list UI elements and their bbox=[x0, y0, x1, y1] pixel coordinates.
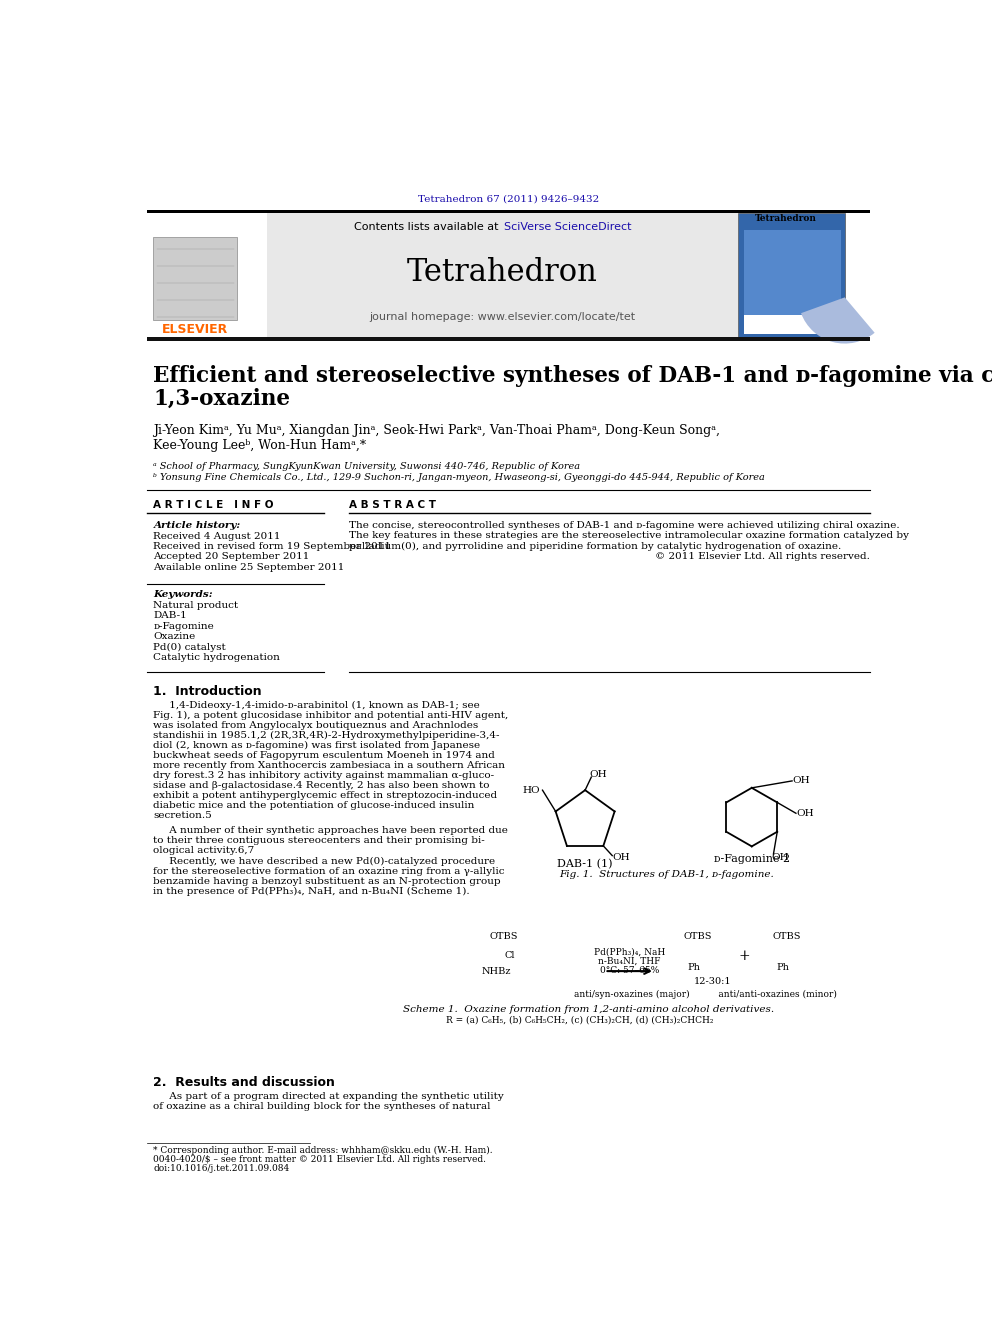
Text: Fig. 1.  Structures of DAB-1, ᴅ-fagomine.: Fig. 1. Structures of DAB-1, ᴅ-fagomine. bbox=[559, 871, 774, 880]
Bar bbox=[149, 213, 268, 337]
Text: ological activity.6,7: ological activity.6,7 bbox=[154, 845, 255, 855]
Text: Natural product: Natural product bbox=[154, 601, 238, 610]
Text: sidase and β-galactosidase.4 Recently, 2 has also been shown to: sidase and β-galactosidase.4 Recently, 2… bbox=[154, 781, 490, 790]
Bar bbox=[738, 213, 845, 337]
Bar bbox=[744, 230, 841, 315]
Text: buckwheat seeds of Fagopyrum esculentum Moeneh in 1974 and: buckwheat seeds of Fagopyrum esculentum … bbox=[154, 751, 495, 759]
Wedge shape bbox=[802, 298, 875, 344]
Text: Efficient and stereoselective syntheses of DAB-1 and ᴅ-fagomine via chiral: Efficient and stereoselective syntheses … bbox=[154, 365, 992, 386]
Text: in the presence of Pd(PPh₃)₄, NaH, and n-Bu₄NI (Scheme 1).: in the presence of Pd(PPh₃)₄, NaH, and n… bbox=[154, 888, 470, 897]
Text: A R T I C L E   I N F O: A R T I C L E I N F O bbox=[154, 500, 274, 511]
Bar bbox=[147, 210, 870, 213]
Text: Article history:: Article history: bbox=[154, 521, 241, 529]
Bar bbox=[268, 213, 738, 337]
Text: anti/syn-oxazines (major)          anti/anti-oxazines (minor): anti/syn-oxazines (major) anti/anti-oxaz… bbox=[573, 990, 836, 999]
Text: diabetic mice and the potentiation of glucose-induced insulin: diabetic mice and the potentiation of gl… bbox=[154, 800, 475, 810]
Text: 2.  Results and discussion: 2. Results and discussion bbox=[154, 1076, 335, 1089]
Text: +: + bbox=[738, 949, 750, 963]
Text: Received 4 August 2011: Received 4 August 2011 bbox=[154, 532, 281, 541]
Bar bbox=[147, 336, 870, 341]
Text: Tetrahedron: Tetrahedron bbox=[407, 257, 597, 288]
Text: Ph: Ph bbox=[687, 963, 700, 972]
Bar bbox=[154, 237, 237, 320]
Text: dry forest.3 2 has inhibitory activity against mammalian α-gluco-: dry forest.3 2 has inhibitory activity a… bbox=[154, 771, 495, 781]
Bar bbox=[744, 315, 841, 335]
Text: ᵃ School of Pharmacy, SungKyunKwan University, Suwonsi 440-746, Republic of Kore: ᵃ School of Pharmacy, SungKyunKwan Unive… bbox=[154, 462, 580, 471]
Text: 0°C: 57–65%: 0°C: 57–65% bbox=[599, 966, 659, 975]
Text: OH: OH bbox=[612, 853, 630, 863]
Text: diol (2, known as ᴅ-fagomine) was first isolated from Japanese: diol (2, known as ᴅ-fagomine) was first … bbox=[154, 741, 480, 750]
Text: Pd(0) catalyst: Pd(0) catalyst bbox=[154, 643, 226, 651]
Text: SciVerse ScienceDirect: SciVerse ScienceDirect bbox=[504, 221, 631, 232]
Text: OH: OH bbox=[797, 808, 814, 818]
Text: 12-30:1: 12-30:1 bbox=[694, 976, 732, 986]
Text: standishii in 1985.1,2 (2R,3R,4R)-2-Hydroxymethylpiperidine-3,4-: standishii in 1985.1,2 (2R,3R,4R)-2-Hydr… bbox=[154, 730, 500, 740]
Text: A B S T R A C T: A B S T R A C T bbox=[349, 500, 435, 511]
Text: * Corresponding author. E-mail address: whhham@skku.edu (W.-H. Ham).: * Corresponding author. E-mail address: … bbox=[154, 1146, 493, 1155]
Text: Recently, we have described a new Pd(0)-catalyzed procedure: Recently, we have described a new Pd(0)-… bbox=[154, 857, 496, 867]
Text: Received in revised form 19 September 2011: Received in revised form 19 September 20… bbox=[154, 542, 392, 550]
Text: Pd(PPh₃)₄, NaH: Pd(PPh₃)₄, NaH bbox=[593, 947, 665, 957]
Text: palladium(0), and pyrrolidine and piperidine formation by catalytic hydrogenatio: palladium(0), and pyrrolidine and piperi… bbox=[349, 541, 841, 550]
Text: for the stereoselective formation of an oxazine ring from a γ-allylic: for the stereoselective formation of an … bbox=[154, 868, 505, 876]
Text: Tetrahedron: Tetrahedron bbox=[755, 214, 816, 224]
Text: Catalytic hydrogenation: Catalytic hydrogenation bbox=[154, 652, 281, 662]
Text: Oxazine: Oxazine bbox=[154, 632, 195, 642]
Text: Tetrahedron 67 (2011) 9426–9432: Tetrahedron 67 (2011) 9426–9432 bbox=[418, 194, 599, 204]
Text: ᴅ-Fagomine: ᴅ-Fagomine bbox=[154, 622, 214, 631]
Text: OH: OH bbox=[589, 770, 607, 779]
Text: HO: HO bbox=[522, 786, 540, 795]
Text: Ph: Ph bbox=[777, 963, 790, 972]
Text: © 2011 Elsevier Ltd. All rights reserved.: © 2011 Elsevier Ltd. All rights reserved… bbox=[655, 552, 870, 561]
Text: R = (a) C₆H₅, (b) C₆H₅CH₂, (c) (CH₃)₂CH, (d) (CH₃)₂CHCH₂: R = (a) C₆H₅, (b) C₆H₅CH₂, (c) (CH₃)₂CH,… bbox=[445, 1015, 713, 1024]
Text: 0040-4020/$ – see front matter © 2011 Elsevier Ltd. All rights reserved.: 0040-4020/$ – see front matter © 2011 El… bbox=[154, 1155, 486, 1164]
Text: Cl: Cl bbox=[505, 951, 515, 960]
Text: Available online 25 September 2011: Available online 25 September 2011 bbox=[154, 562, 345, 572]
Text: ᵇ Yonsung Fine Chemicals Co., Ltd., 129-9 Suchon-ri, Jangan-myeon, Hwaseong-si, : ᵇ Yonsung Fine Chemicals Co., Ltd., 129-… bbox=[154, 474, 765, 482]
Text: OTBS: OTBS bbox=[773, 931, 801, 941]
Text: OH: OH bbox=[771, 852, 789, 861]
Text: A number of their synthetic approaches have been reported due: A number of their synthetic approaches h… bbox=[154, 826, 508, 835]
Text: of oxazine as a chiral building block for the syntheses of natural: of oxazine as a chiral building block fo… bbox=[154, 1102, 491, 1111]
Text: 1,3-oxazine: 1,3-oxazine bbox=[154, 388, 291, 410]
Text: secretion.5: secretion.5 bbox=[154, 811, 212, 820]
Text: The concise, stereocontrolled syntheses of DAB-1 and ᴅ-fagomine were achieved ut: The concise, stereocontrolled syntheses … bbox=[349, 521, 900, 529]
Text: Contents lists available at: Contents lists available at bbox=[354, 221, 502, 232]
Text: doi:10.1016/j.tet.2011.09.084: doi:10.1016/j.tet.2011.09.084 bbox=[154, 1164, 290, 1172]
Text: DAB-1: DAB-1 bbox=[154, 611, 187, 620]
Text: ELSEVIER: ELSEVIER bbox=[162, 323, 228, 336]
Text: Scheme 1.  Oxazine formation from 1,2-anti-amino alcohol derivatives.: Scheme 1. Oxazine formation from 1,2-ant… bbox=[404, 1005, 775, 1015]
Text: was isolated from Angylocalyx boutiqueznus and Arachnlodes: was isolated from Angylocalyx boutiquezn… bbox=[154, 721, 479, 730]
Text: Ji-Yeon Kimᵃ, Yu Muᵃ, Xiangdan Jinᵃ, Seok-Hwi Parkᵃ, Van-Thoai Phamᵃ, Dong-Keun : Ji-Yeon Kimᵃ, Yu Muᵃ, Xiangdan Jinᵃ, Seo… bbox=[154, 425, 720, 437]
Text: OTBS: OTBS bbox=[683, 931, 711, 941]
Text: exhibit a potent antihyperglycemic effect in streptozocin-induced: exhibit a potent antihyperglycemic effec… bbox=[154, 791, 498, 800]
Text: benzamide having a benzoyl substituent as an N-protection group: benzamide having a benzoyl substituent a… bbox=[154, 877, 501, 886]
Text: As part of a program directed at expanding the synthetic utility: As part of a program directed at expandi… bbox=[154, 1091, 504, 1101]
Text: journal homepage: www.elsevier.com/locate/tet: journal homepage: www.elsevier.com/locat… bbox=[369, 312, 635, 321]
Text: n-Bu₄NI, THF: n-Bu₄NI, THF bbox=[598, 957, 661, 966]
Text: Kee-Young Leeᵇ, Won-Hun Hamᵃ,*: Kee-Young Leeᵇ, Won-Hun Hamᵃ,* bbox=[154, 439, 367, 451]
Text: Keywords:: Keywords: bbox=[154, 590, 213, 599]
Text: Accepted 20 September 2011: Accepted 20 September 2011 bbox=[154, 552, 310, 561]
Text: The key features in these strategies are the stereoselective intramolecular oxaz: The key features in these strategies are… bbox=[349, 531, 909, 540]
Text: DAB-1 (1): DAB-1 (1) bbox=[558, 859, 613, 869]
Text: Fig. 1), a potent glucosidase inhibitor and potential anti-HIV agent,: Fig. 1), a potent glucosidase inhibitor … bbox=[154, 710, 509, 720]
Text: OTBS: OTBS bbox=[489, 931, 518, 941]
Text: ᴅ-Fagomine 2: ᴅ-Fagomine 2 bbox=[713, 855, 790, 864]
Text: NHBz: NHBz bbox=[482, 967, 512, 975]
Text: 1.  Introduction: 1. Introduction bbox=[154, 685, 262, 699]
Text: 1,4-Dideoxy-1,4-imido-ᴅ-arabinitol (1, known as DAB-1; see: 1,4-Dideoxy-1,4-imido-ᴅ-arabinitol (1, k… bbox=[154, 701, 480, 710]
Text: more recently from Xanthocercis zambesiaca in a southern African: more recently from Xanthocercis zambesia… bbox=[154, 761, 506, 770]
Text: OH: OH bbox=[792, 775, 809, 785]
Text: to their three contiguous stereocenters and their promising bi-: to their three contiguous stereocenters … bbox=[154, 836, 485, 844]
